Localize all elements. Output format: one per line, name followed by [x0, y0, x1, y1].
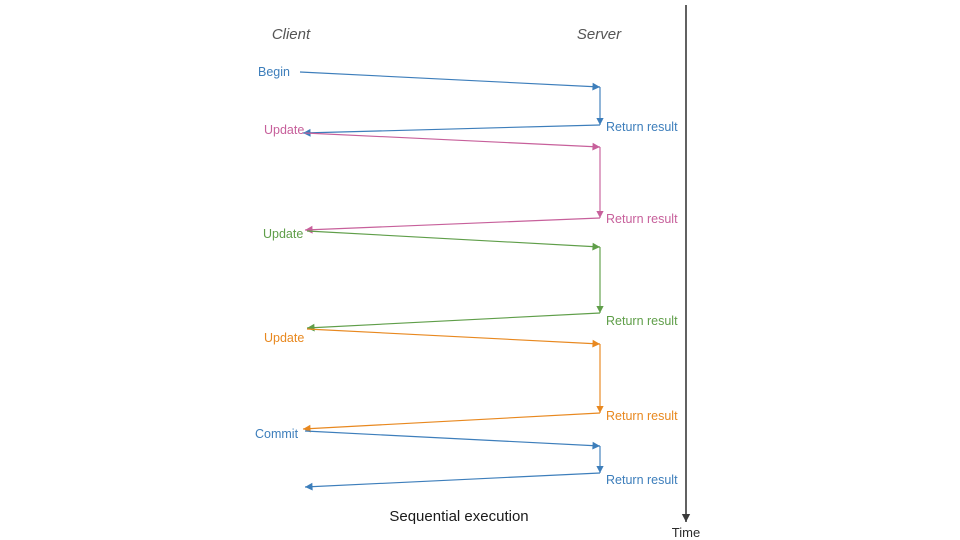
request-arrow-commit — [304, 430, 601, 447]
time-axis-label: Time — [672, 525, 700, 540]
response-arrowhead-update-1 — [305, 225, 313, 234]
message-group-update-3: Update Return result — [264, 328, 678, 433]
request-label-begin: Begin — [258, 65, 290, 79]
response-label-begin: Return result — [606, 120, 678, 134]
response-label-update-3: Return result — [606, 409, 678, 423]
response-arrow-update-2 — [306, 312, 601, 329]
request-arrow-update-2 — [306, 230, 601, 248]
actor-label-client: Client — [272, 26, 311, 43]
diagram-caption: Sequential execution — [389, 508, 528, 525]
request-arrow-begin — [299, 71, 601, 88]
response-arrowhead-update-3 — [303, 424, 311, 433]
response-arrowhead-commit — [305, 482, 313, 491]
request-label-update-2: Update — [263, 227, 303, 241]
request-label-update-1: Update — [264, 123, 304, 137]
request-label-commit: Commit — [255, 427, 299, 441]
request-arrow-update-1 — [304, 132, 601, 148]
time-axis-arrowhead — [681, 514, 691, 522]
server-bar-arrowhead-update-3 — [596, 406, 604, 413]
server-bar-arrowhead-begin — [596, 118, 604, 125]
server-bar-arrowhead-update-1 — [596, 211, 604, 218]
request-arrowhead-begin — [592, 82, 600, 91]
message-group-commit: Commit Return result — [255, 427, 678, 491]
response-arrowhead-update-2 — [307, 323, 315, 332]
response-arrow-update-3 — [302, 412, 601, 430]
server-bar-arrowhead-commit — [596, 466, 604, 473]
time-axis: Time — [672, 5, 700, 540]
response-label-update-2: Return result — [606, 314, 678, 328]
response-arrow-update-1 — [304, 217, 601, 231]
response-label-commit: Return result — [606, 473, 678, 487]
request-arrowhead-update-1 — [592, 142, 600, 151]
server-bar-arrowhead-update-2 — [596, 306, 604, 313]
response-arrow-commit — [304, 472, 601, 488]
request-label-update-3: Update — [264, 331, 304, 345]
request-arrowhead-update-3 — [592, 339, 600, 348]
message-group-update-1: Update Return result — [264, 123, 678, 234]
response-label-update-1: Return result — [606, 212, 678, 226]
request-arrow-update-3 — [306, 328, 601, 345]
message-group-update-2: Update Return result — [263, 227, 678, 332]
actor-label-server: Server — [577, 26, 622, 43]
message-group-begin: Begin Return result — [258, 65, 678, 137]
request-arrowhead-commit — [592, 441, 600, 450]
response-arrow-begin — [302, 124, 601, 134]
request-arrowhead-update-2 — [592, 242, 600, 251]
